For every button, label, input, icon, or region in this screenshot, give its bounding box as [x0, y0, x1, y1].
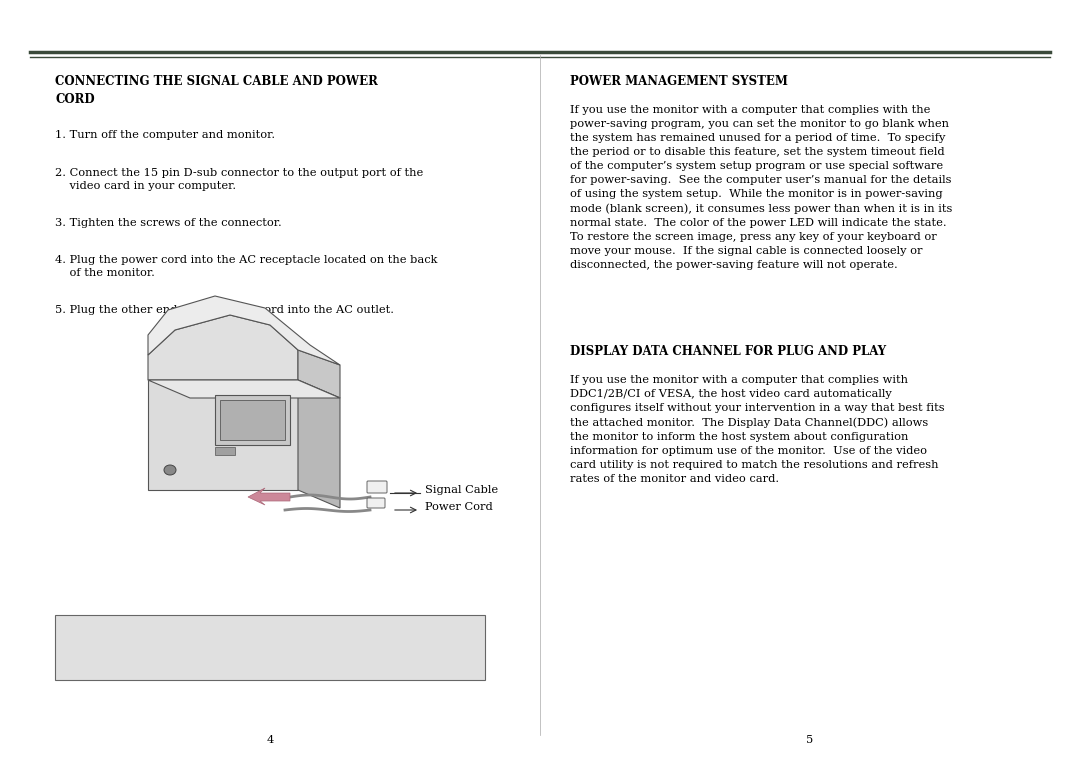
Polygon shape — [148, 380, 298, 490]
Polygon shape — [215, 395, 291, 445]
Polygon shape — [148, 380, 340, 398]
Polygon shape — [148, 296, 340, 365]
FancyBboxPatch shape — [367, 481, 387, 493]
Polygon shape — [220, 400, 285, 440]
Ellipse shape — [164, 465, 176, 475]
Bar — [55, 615, 485, 680]
Text: DISPLAY DATA CHANNEL FOR PLUG AND PLAY: DISPLAY DATA CHANNEL FOR PLUG AND PLAY — [570, 345, 886, 358]
Text: 4: 4 — [267, 735, 273, 745]
Text: If you use the monitor with a computer that complies with the
power-saving progr: If you use the monitor with a computer t… — [570, 105, 953, 270]
Text: 4. Plug the power cord into the AC receptacle located on the back
    of the mon: 4. Plug the power cord into the AC recep… — [55, 255, 437, 278]
Text: Signal Cable: Signal Cable — [426, 485, 498, 495]
Polygon shape — [148, 315, 298, 380]
Text: Power Cord: Power Cord — [426, 502, 492, 512]
Text: 2. Connect the 15 pin D-sub connector to the output port of the
    video card i: 2. Connect the 15 pin D-sub connector to… — [55, 168, 423, 191]
Text: If your power cord is PC-to-Monitor type, plug the other end
of the power cord i: If your power cord is PC-to-Monitor type… — [95, 638, 445, 662]
Text: If you use the monitor with a computer that complies with
DDC1/2B/CI of VESA, th: If you use the monitor with a computer t… — [570, 375, 945, 484]
Text: CONNECTING THE SIGNAL CABLE AND POWER
CORD: CONNECTING THE SIGNAL CABLE AND POWER CO… — [55, 75, 378, 106]
Polygon shape — [298, 350, 340, 398]
FancyBboxPatch shape — [367, 498, 384, 508]
Bar — [215, 447, 235, 455]
Polygon shape — [298, 380, 340, 508]
Text: 3. Tighten the screws of the connector.: 3. Tighten the screws of the connector. — [55, 218, 282, 228]
Text: 1. Turn off the computer and monitor.: 1. Turn off the computer and monitor. — [55, 130, 275, 140]
Text: 5: 5 — [807, 735, 813, 745]
Text: POWER MANAGEMENT SYSTEM: POWER MANAGEMENT SYSTEM — [570, 75, 788, 88]
Text: 5. Plug the other end of the power cord into the AC outlet.: 5. Plug the other end of the power cord … — [55, 305, 394, 315]
Polygon shape — [248, 488, 291, 505]
